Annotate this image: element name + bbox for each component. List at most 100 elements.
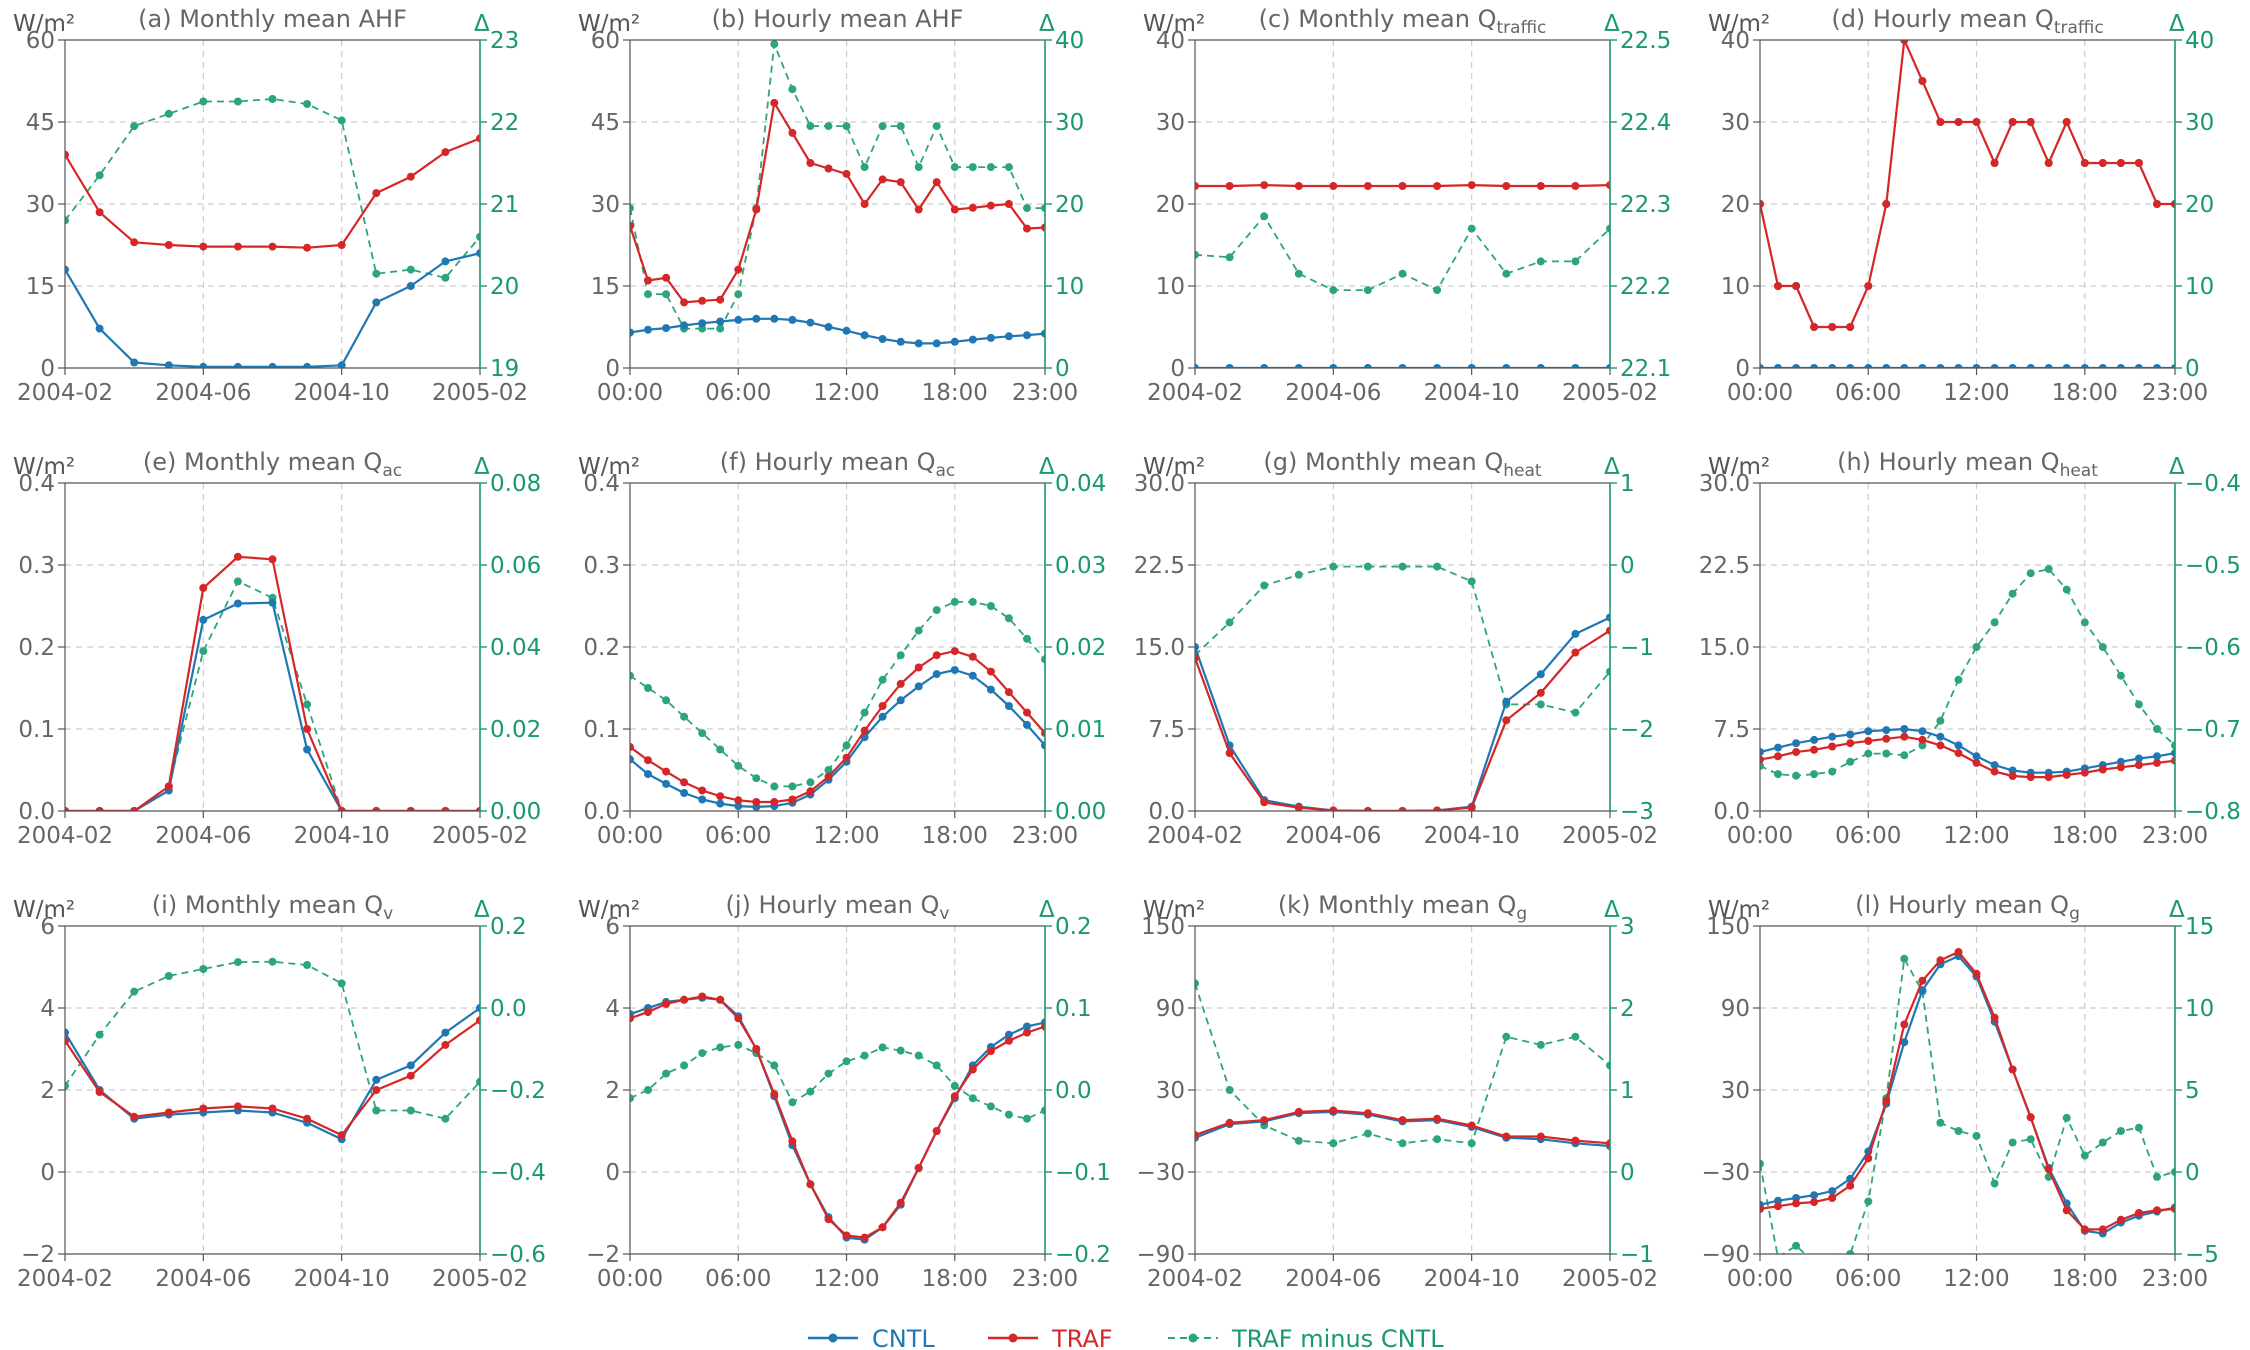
data-point-traf-minus-cntl [268,95,277,103]
data-point-traf [680,995,689,1004]
y-tick-label: 0.3 [583,553,620,579]
data-point-traf [752,798,761,806]
y2-tick-label: −5 [2185,1242,2219,1268]
y-tick-label: 4 [605,996,620,1022]
panel-title: (h) Hourly mean Qheat [1837,448,2098,481]
data-point-traf-minus-cntl [788,782,797,791]
data-point-cntl [1467,364,1476,368]
data-point-traf [842,169,851,178]
data-point-traf-minus-cntl [2026,1135,2035,1144]
data-point-traf-minus-cntl [644,684,652,692]
x-tick-label: 06:00 [1835,380,1901,406]
data-point-traf [2062,770,2071,779]
data-point-traf-minus-cntl [1810,1258,1818,1266]
y2-tick-label: 0.06 [490,553,541,579]
y2-tick-label: −0.7 [2185,717,2241,743]
data-point-traf [932,651,941,660]
y-tick-label: −90 [1701,1242,1750,1268]
data-point-traf [2008,1065,2017,1074]
data-point-cntl [2008,364,2017,368]
y2-tick-label: −1 [1620,1242,1654,1268]
data-point-cntl [1810,735,1819,744]
y-tick-label: 0 [605,356,620,382]
series-line-cntl [65,601,480,811]
data-point-cntl [986,333,995,342]
series-group [1195,181,1610,368]
data-point-traf-minus-cntl [914,163,923,172]
x-tick-label: 18:00 [922,1266,988,1292]
data-point-traf-minus-cntl [1294,1136,1303,1145]
data-point-traf [1225,182,1234,190]
data-point-cntl [337,361,346,368]
y-tick-label: 0.0 [1148,799,1185,825]
y2-tick-label: −0.6 [490,1242,546,1268]
series-line-cntl [65,1007,480,1141]
series-line-traf-minus-cntl [65,580,480,811]
data-point-traf [1606,626,1610,635]
data-point-cntl [1760,748,1764,756]
data-point-traf [1900,1020,1909,1029]
y2-tick-label: 0.2 [490,914,527,940]
data-point-traf-minus-cntl [1536,1040,1545,1049]
data-point-traf [164,241,173,249]
data-point-traf-minus-cntl [2171,1168,2175,1176]
x-tick-label: 00:00 [597,380,663,406]
data-point-traf-minus-cntl [1760,761,1764,770]
data-point-traf [950,647,959,656]
data-point-traf-minus-cntl [698,729,707,738]
data-point-traf [680,298,689,307]
y-tick-label: −2 [21,1242,55,1268]
data-point-traf-minus-cntl [268,957,277,966]
data-point-traf [770,98,779,107]
x-tick-label: 06:00 [705,380,771,406]
x-tick-label: 2004-10 [294,823,390,849]
panel-title: (e) Monthly mean Qac [143,448,402,481]
x-tick-label: 06:00 [705,1266,771,1292]
data-point-traf [1363,1109,1372,1118]
data-point-traf [1433,1114,1442,1123]
x-tick-label: 00:00 [1727,1266,1793,1292]
data-point-cntl [878,712,887,721]
data-point-cntl [164,361,173,368]
data-point-cntl [1792,364,1801,368]
data-point-cntl [1571,629,1580,638]
y2-tick-label: −0.8 [2185,799,2241,825]
data-point-traf-minus-cntl [1329,1139,1338,1148]
data-point-traf [1828,742,1837,751]
data-point-traf [644,276,652,285]
y-tick-label: 60 [591,28,620,54]
data-point-traf-minus-cntl [1260,212,1269,221]
data-point-traf [630,743,634,751]
data-point-traf [268,555,277,564]
data-point-traf [2008,772,2017,780]
x-tick-label: 2005-02 [432,823,528,849]
y2-unit-label: Δ [474,897,490,923]
data-point-traf [734,796,743,805]
data-point-traf-minus-cntl [770,40,779,49]
y2-tick-label: 21 [490,192,519,218]
y2-tick-label: −0.1 [1055,1160,1111,1186]
y-tick-label: 45 [26,110,55,136]
data-point-traf [752,205,761,214]
data-point-traf [986,1047,995,1055]
y2-tick-label: 10 [2185,996,2214,1022]
y2-tick-label: 22.1 [1620,356,1671,382]
data-point-traf-minus-cntl [878,122,887,131]
data-point-traf-minus-cntl [2134,1123,2143,1132]
panel-title: (i) Monthly mean Qv [152,891,393,924]
data-point-traf [1918,976,1927,985]
data-point-traf-minus-cntl [716,745,725,754]
data-point-traf [1810,323,1819,331]
data-point-cntl [1004,1030,1013,1039]
y2-tick-label: 0.0 [490,996,527,1022]
data-point-traf [1225,1118,1234,1127]
data-point-traf-minus-cntl [2080,618,2089,627]
data-point-traf-minus-cntl [824,766,833,774]
data-point-traf [950,205,959,214]
data-point-cntl [1990,761,1999,770]
x-tick-label: 23:00 [1012,380,1078,406]
data-point-cntl [1195,643,1199,651]
y2-tick-label: 0.02 [490,717,541,743]
y-tick-label: 4 [40,996,55,1022]
y-unit-label: W/m² [13,454,75,480]
